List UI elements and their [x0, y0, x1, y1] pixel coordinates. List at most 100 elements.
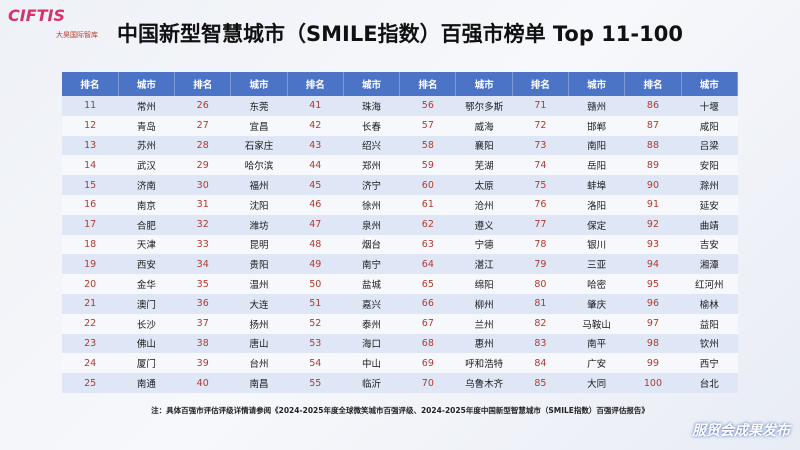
city-cell: 湛江: [455, 254, 513, 275]
column-header: 城市: [230, 72, 288, 96]
city-cell: 潍坊: [230, 214, 288, 235]
rank-cell: 22: [62, 313, 119, 334]
city-cell: 曲靖: [681, 214, 738, 235]
city-cell: 郑州: [343, 155, 400, 176]
rank-cell: 26: [174, 96, 231, 116]
city-cell: 大连: [230, 293, 288, 314]
logo: CIFTIS: [8, 6, 66, 25]
rank-cell: 85: [512, 373, 569, 393]
rank-cell: 65: [399, 274, 456, 294]
city-cell: 益阳: [681, 313, 738, 334]
city-cell: 南阳: [568, 135, 625, 156]
city-cell: 惠州: [455, 333, 513, 354]
rank-cell: 79: [512, 254, 569, 275]
column-header: 排名: [624, 72, 682, 96]
rank-cell: 11: [62, 96, 119, 116]
rank-cell: 88: [624, 135, 682, 156]
city-cell: 岳阳: [568, 155, 625, 176]
rank-cell: 50: [287, 274, 344, 294]
rank-cell: 91: [624, 194, 682, 215]
rank-cell: 83: [512, 333, 569, 354]
column-header: 排名: [512, 72, 570, 96]
rank-cell: 63: [399, 234, 456, 255]
rank-cell: 56: [399, 96, 456, 116]
rank-cell: 40: [174, 373, 231, 393]
table-row: 12 青岛 27 宜昌 42 长春 57 威海 72 邯郸 87 咸阳: [62, 115, 738, 136]
rank-cell: 74: [512, 155, 569, 176]
table-row: 15 济南 30 福州 45 济宁 60 太原 75 蚌埠 90 滁州: [62, 175, 738, 195]
city-cell: 沧州: [455, 194, 513, 215]
table-row: 20 金华 35 温州 50 盐城 65 绵阳 80 哈密 95 红河州: [62, 274, 738, 294]
city-cell: 南宁: [343, 254, 400, 275]
city-cell: 武汉: [118, 155, 175, 176]
rank-cell: 13: [62, 135, 119, 156]
rank-cell: 25: [62, 373, 119, 393]
rank-cell: 37: [174, 313, 231, 334]
city-cell: 泉州: [343, 214, 400, 235]
header-row: 排名 城市 排名 城市 排名 城市 排名 城市 排名 城市 排名 城市: [62, 72, 739, 96]
rank-cell: 87: [624, 115, 682, 136]
city-cell: 威海: [455, 115, 513, 136]
rank-cell: 84: [512, 353, 569, 374]
rank-cell: 19: [62, 254, 119, 275]
rank-cell: 32: [174, 214, 231, 235]
city-cell: 咸阳: [681, 115, 738, 136]
rank-cell: 82: [512, 313, 569, 334]
rank-cell: 57: [399, 115, 456, 136]
city-cell: 太原: [455, 175, 513, 195]
city-cell: 长春: [343, 115, 400, 136]
city-cell: 乌鲁木齐: [455, 373, 513, 393]
table-row: 17 合肥 32 潍坊 47 泉州 62 遵义 77 保定 92 曲靖: [62, 214, 738, 235]
city-cell: 泰州: [343, 313, 400, 334]
city-cell: 澳门: [118, 293, 175, 314]
city-cell: 南京: [118, 194, 175, 215]
city-cell: 遵义: [455, 214, 513, 235]
rank-cell: 89: [624, 155, 682, 176]
rank-cell: 66: [399, 293, 456, 314]
city-cell: 洛阳: [568, 194, 625, 215]
rank-cell: 81: [512, 293, 569, 314]
city-cell: 中山: [343, 353, 400, 374]
rank-cell: 53: [287, 333, 344, 354]
rank-cell: 98: [624, 333, 682, 354]
city-cell: 保定: [568, 214, 625, 235]
rank-cell: 45: [287, 175, 344, 195]
city-cell: 长沙: [118, 313, 175, 334]
city-cell: 天津: [118, 234, 175, 255]
rank-cell: 93: [624, 234, 682, 255]
city-cell: 呼和浩特: [455, 353, 513, 374]
city-cell: 兰州: [455, 313, 513, 334]
city-cell: 肇庆: [568, 293, 625, 314]
city-cell: 宜昌: [230, 115, 288, 136]
city-cell: 蚌埠: [568, 175, 625, 195]
city-cell: 烟台: [343, 234, 400, 255]
city-cell: 临沂: [343, 373, 400, 393]
rank-cell: 49: [287, 254, 344, 275]
city-cell: 青岛: [118, 115, 175, 136]
city-cell: 芜湖: [455, 155, 513, 176]
city-cell: 贵阳: [230, 254, 288, 275]
rank-cell: 86: [624, 96, 682, 116]
city-cell: 厦门: [118, 353, 175, 374]
rank-cell: 18: [62, 234, 119, 255]
table-row: 11 常州 26 东莞 41 珠海 56 鄂尔多斯 71 赣州 86 十堰: [62, 96, 738, 116]
rank-cell: 76: [512, 194, 569, 215]
title: 中国新型智慧城市（SMILE指数）百强市榜单 Top 11-100: [117, 22, 683, 46]
rank-cell: 21: [62, 293, 119, 314]
rank-cell: 77: [512, 214, 569, 235]
city-cell: 邯郸: [568, 115, 625, 136]
rank-cell: 16: [62, 194, 119, 215]
rank-cell: 70: [399, 373, 456, 393]
badge: 服贸会成果发布: [692, 423, 790, 439]
city-cell: 台北: [681, 373, 738, 393]
rank-cell: 52: [287, 313, 344, 334]
rank-cell: 71: [512, 96, 569, 116]
table-row: 21 澳门 36 大连 51 嘉兴 66 柳州 81 肇庆 96 榆林: [62, 293, 738, 314]
rank-cell: 46: [287, 194, 344, 215]
city-cell: 大同: [568, 373, 625, 393]
rank-cell: 100: [624, 373, 682, 393]
city-cell: 柳州: [455, 293, 513, 314]
city-cell: 嘉兴: [343, 293, 400, 314]
city-cell: 盐城: [343, 274, 400, 294]
rank-cell: 44: [287, 155, 344, 176]
